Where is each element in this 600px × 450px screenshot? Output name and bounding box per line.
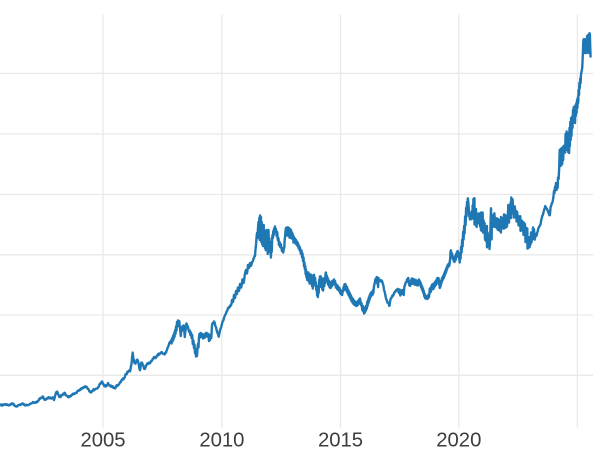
svg-text:2020: 2020 xyxy=(436,430,481,450)
svg-text:2015: 2015 xyxy=(318,430,363,450)
svg-text:2010: 2010 xyxy=(199,430,244,450)
svg-text:2005: 2005 xyxy=(80,430,125,450)
